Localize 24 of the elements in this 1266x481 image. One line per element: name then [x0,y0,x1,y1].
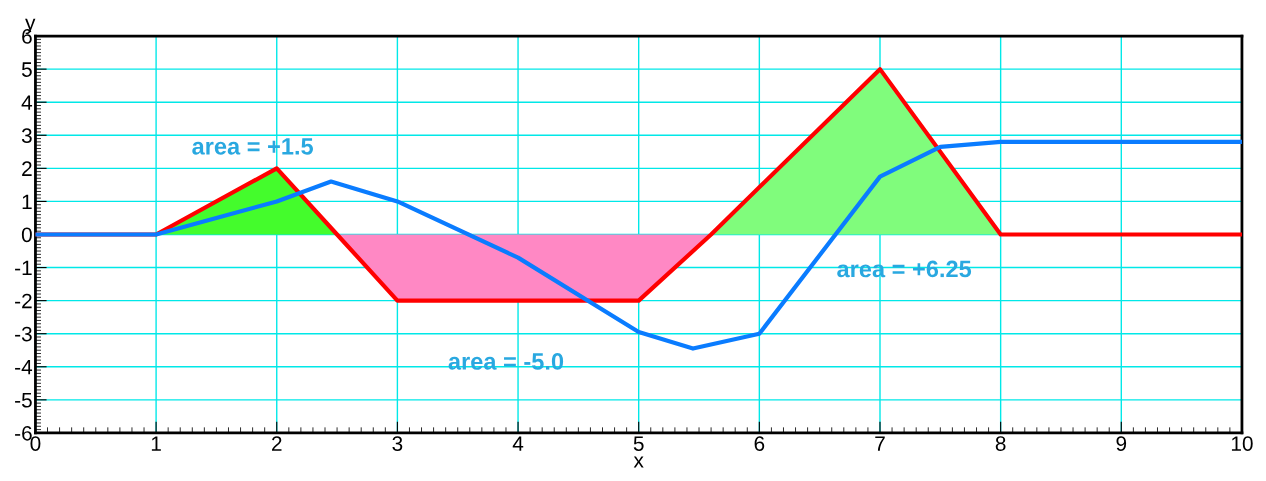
x-tick-label: 9 [1116,436,1127,451]
y-tick-label: -3 [15,326,32,342]
y-tick-label: 3 [21,128,32,144]
y-tick-label: 2 [22,161,32,176]
x-tick-label: 8 [995,436,1006,451]
y-tick-label: 1 [22,194,32,209]
x-tick-label: 10 [1231,436,1253,451]
y-tick-label: 4 [21,95,33,110]
y-tick-label: -6 [15,425,32,441]
x-tick-label: 2 [272,436,282,451]
y-tick-label: 0 [21,227,32,243]
y-tick-label: -5 [15,393,32,408]
y-tick-label: -2 [15,293,32,309]
x-tick-label: 3 [392,436,403,451]
x-tick-label: 7 [875,436,885,451]
x-tick-label: 6 [754,436,765,451]
line-series [35,139,1242,351]
x-tick-label: 1 [151,436,161,451]
x-tick-label: 4 [512,436,524,451]
y-tick-label: 5 [21,62,32,77]
y-tick-label: -1 [15,260,32,276]
y-tick-label: -4 [15,359,33,375]
x-tick-label: 5 [633,436,644,451]
x-axis-title: x [633,456,644,468]
